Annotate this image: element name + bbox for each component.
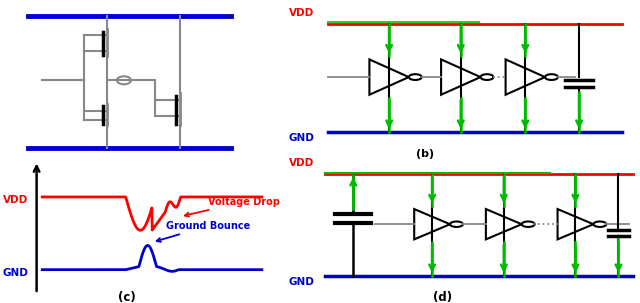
Text: Ground Bounce: Ground Bounce [157, 221, 250, 242]
Text: Voltage Drop: Voltage Drop [185, 197, 280, 217]
Text: VDD: VDD [289, 158, 314, 168]
Text: VDD: VDD [289, 8, 314, 18]
Text: GND: GND [3, 268, 29, 278]
Text: GND: GND [289, 277, 315, 287]
Text: (b): (b) [416, 149, 434, 159]
Text: VDD: VDD [3, 195, 28, 205]
Text: (d): (d) [433, 291, 452, 303]
Text: (c): (c) [118, 291, 136, 303]
Text: GND: GND [289, 133, 315, 143]
